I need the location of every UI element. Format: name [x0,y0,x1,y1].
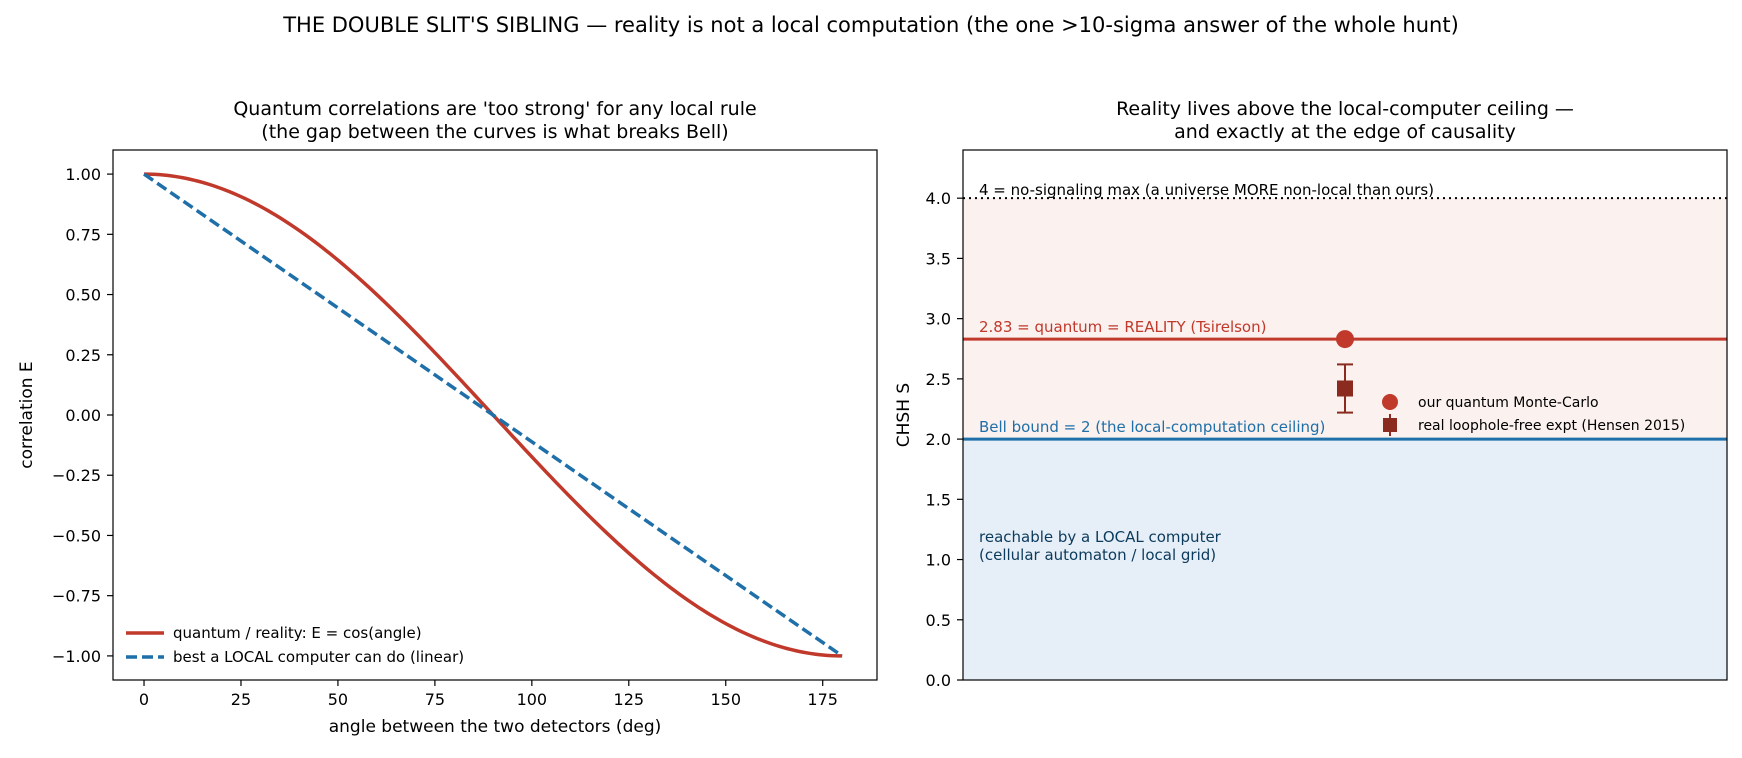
right-y-axis-label: CHSH S [894,383,914,447]
y-tick-label: 2.0 [926,430,951,449]
right-chart-title-line-1: Reality lives above the local-computer c… [1116,98,1574,120]
y-tick-label: −0.50 [52,526,101,545]
y-tick-label: 2.5 [926,370,951,389]
series-line-local [143,172,844,658]
ref-label-tsirelson: 2.83 = quantum = REALITY (Tsirelson) [979,318,1266,336]
left-x-axis-ticks: 0 25 50 75 100 125 150 175 [139,680,838,709]
left-chart: Quantum correlations are 'too strong' fo… [17,98,878,737]
right-plot-frame [962,149,1728,681]
y-tick-label: 1.5 [926,490,951,509]
left-legend: quantum / reality: E = cos(angle) best a… [126,624,464,666]
left-y-axis-ticks: 1.00 0.75 0.50 0.25 0.00 −0.25 −0.50 −0.75 −1.00 [52,165,113,666]
right-legend: our quantum Monte-Carlo real loophole-fr… [1382,394,1685,436]
right-y-axis-ticks: 0.0 0.5 1.0 1.5 2.0 2.5 3.0 3.5 4.0 [926,189,963,690]
local-region-label-line-2: (cellular automaton / local grid) [979,546,1216,564]
y-tick-label: 0.5 [926,611,951,630]
y-tick-label: 1.0 [926,551,951,570]
ref-label-bell-bound: Bell bound = 2 (the local-computation ce… [979,418,1325,436]
y-tick-label: 1.00 [65,165,101,184]
legend-label-monte-carlo: our quantum Monte-Carlo [1418,395,1599,411]
legend-label-local: best a LOCAL computer can do (linear) [173,648,464,666]
left-series-layer [143,172,844,658]
x-tick-label: 0 [139,690,149,709]
ref-label-no-signaling: 4 = no-signaling max (a universe MORE no… [979,181,1434,199]
left-x-axis-label: angle between the two detectors (deg) [329,717,662,737]
y-tick-label: 0.25 [65,346,101,365]
left-chart-title-line-2: (the gap between the curves is what brea… [261,121,728,143]
x-tick-label: 150 [710,690,741,709]
legend-label-quantum: quantum / reality: E = cos(angle) [173,624,422,642]
local-region-label-line-1: reachable by a LOCAL computer [979,528,1222,546]
point-hensen [1337,380,1353,397]
right-chart-title-line-2: and exactly at the edge of causality [1174,121,1516,143]
x-tick-label: 100 [517,690,548,709]
y-tick-label: −1.00 [52,647,101,666]
x-tick-label: 175 [807,690,838,709]
x-tick-label: 125 [614,690,645,709]
y-tick-label: −0.25 [52,466,101,485]
figure-suptitle: THE DOUBLE SLIT'S SIBLING — reality is n… [282,13,1459,37]
left-y-axis-label: correlation E [17,361,37,468]
point-monte-carlo [1336,330,1354,349]
y-tick-label: 4.0 [926,189,951,208]
x-tick-label: 25 [231,690,251,709]
left-chart-title-line-1: Quantum correlations are 'too strong' fo… [233,98,756,120]
x-tick-label: 50 [328,690,348,709]
region-local-band [963,439,1727,680]
y-tick-label: 0.75 [65,225,101,244]
right-points-layer [1336,330,1354,414]
y-tick-label: 0.50 [65,286,101,305]
x-tick-label: 75 [425,690,445,709]
y-tick-label: 3.0 [926,310,951,329]
right-chart: Reality lives above the local-computer c… [894,98,1728,690]
legend-label-hensen: real loophole-free expt (Hensen 2015) [1418,418,1685,434]
y-tick-label: 0.0 [926,671,951,690]
y-tick-label: −0.75 [52,587,101,606]
y-tick-label: 0.00 [65,406,101,425]
y-tick-label: 3.5 [926,249,951,268]
